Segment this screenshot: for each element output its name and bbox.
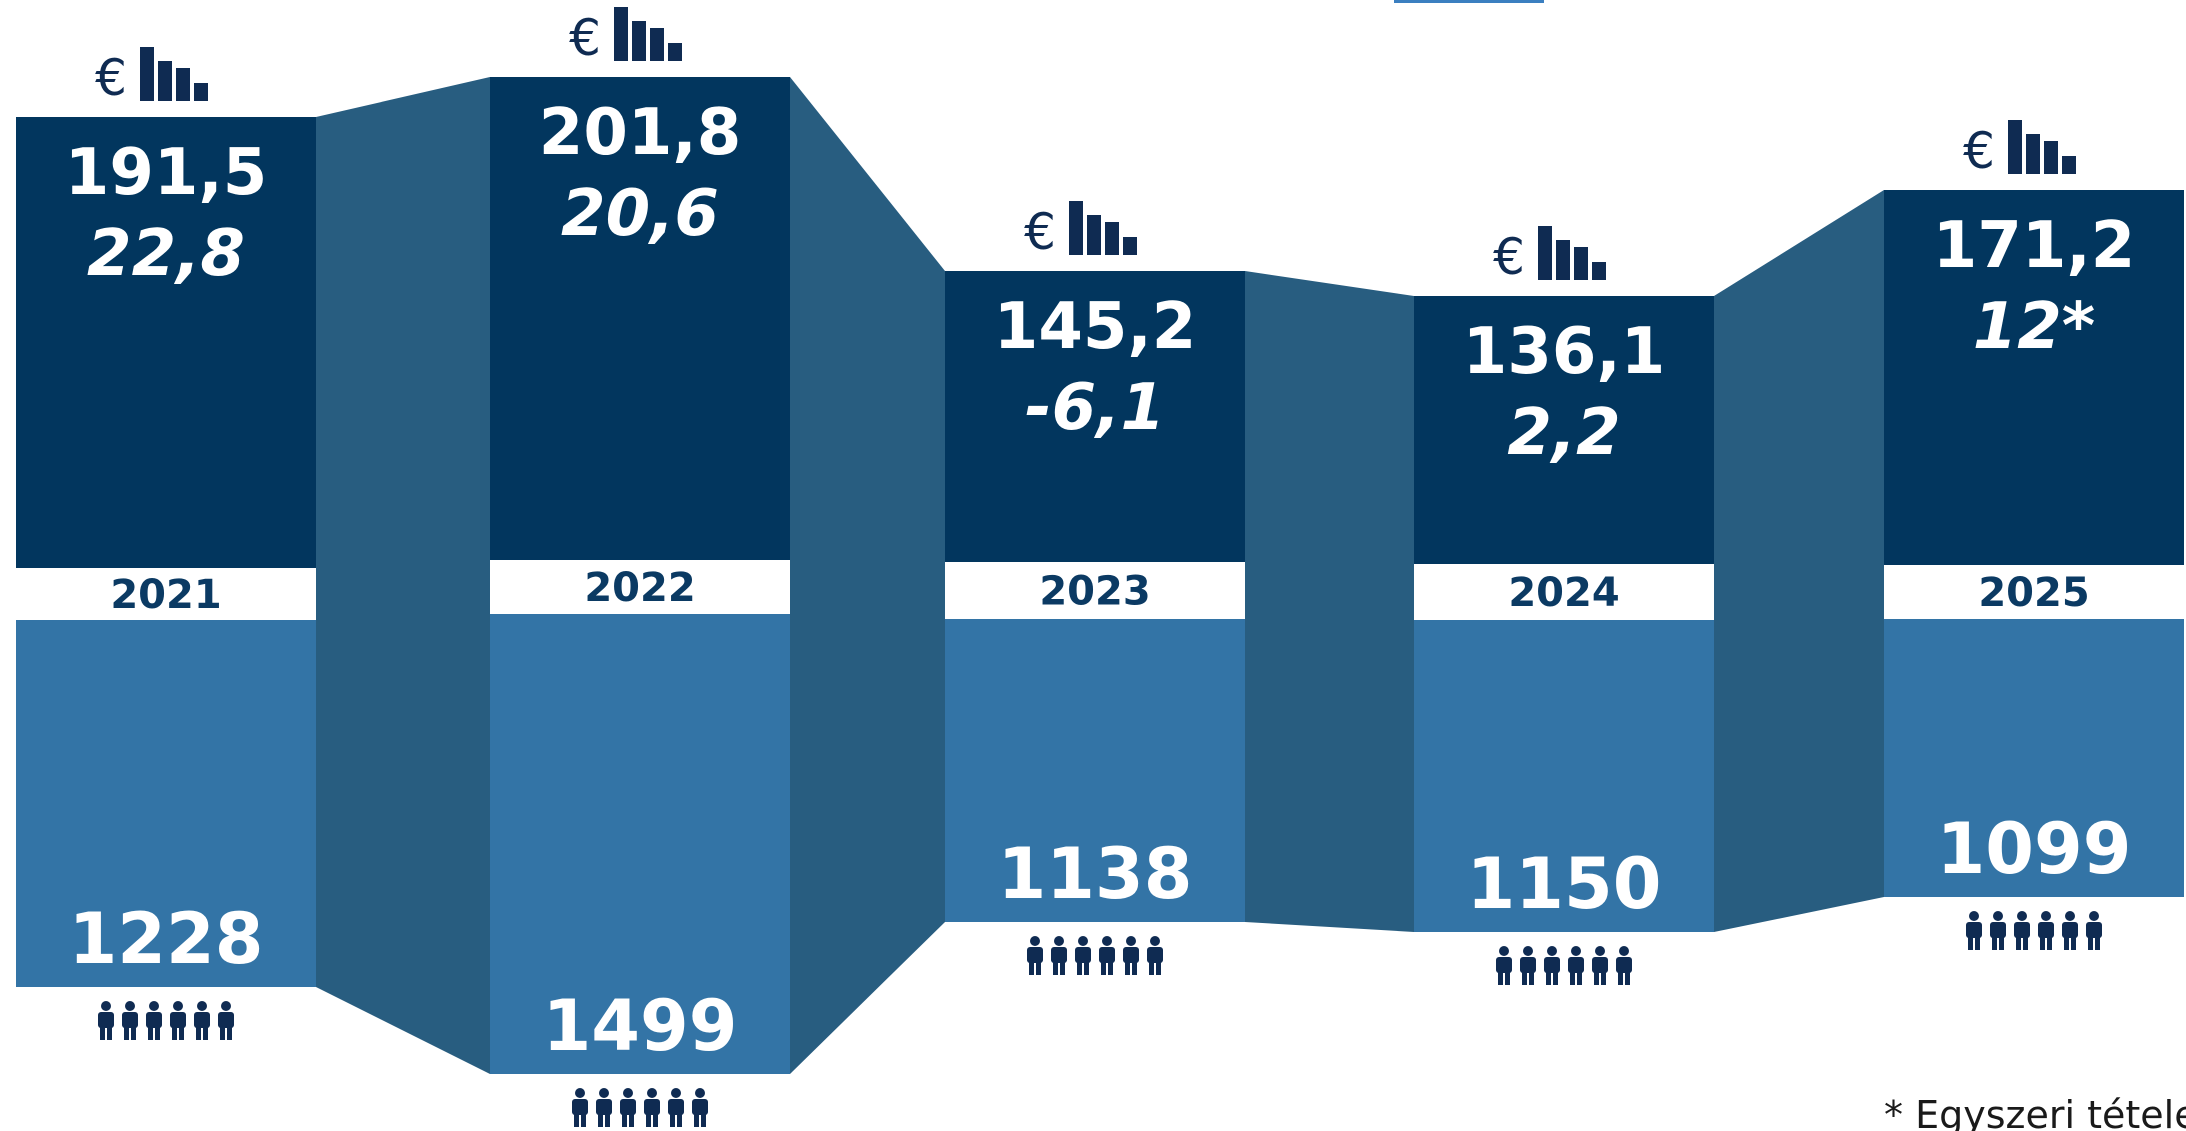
svg-text:€: €: [1493, 228, 1525, 286]
profit-value: -6,1: [1025, 371, 1165, 445]
people-group-icon: [1027, 936, 1163, 975]
employee-value: 1138: [998, 833, 1193, 915]
profit-value: 20,6: [561, 177, 719, 251]
employee-box: [1414, 620, 1714, 932]
employee-box: [16, 620, 316, 987]
svg-text:€: €: [95, 49, 127, 107]
connector-band: [1714, 190, 1884, 932]
people-group-icon: [1496, 946, 1632, 985]
connectors: [316, 77, 1884, 1074]
employee-box: [490, 614, 790, 1074]
revenue-value: 171,2: [1933, 209, 2135, 283]
employee-box: [1884, 619, 2184, 897]
revenue-value: 136,1: [1463, 315, 1665, 389]
people-group-icon: [572, 1088, 708, 1127]
year-label: 2024: [1508, 570, 1619, 616]
year-column: €201,820,6 2022 1499: [490, 7, 790, 1127]
revenue-box: [16, 117, 316, 568]
connector-band: [790, 77, 945, 1074]
year-label: 2025: [1978, 570, 2089, 616]
revenue-value: 201,8: [539, 96, 741, 170]
employee-value: 1099: [1937, 808, 2132, 890]
profit-value: 12*: [1973, 290, 2096, 364]
euro-bar-chart-icon: €: [95, 47, 208, 107]
profit-value: 2,2: [1507, 396, 1620, 470]
employee-value: 1499: [543, 985, 738, 1067]
footnote: * Egyszeri tételekkel: [1884, 1093, 2186, 1131]
connector-band: [316, 77, 490, 1074]
people-group-icon: [98, 1001, 234, 1040]
revenue-box: [490, 77, 790, 560]
revenue-box: [1884, 190, 2184, 565]
year-label: 2023: [1039, 569, 1150, 615]
year-column: €136,12,2 2024 1150: [1414, 226, 1714, 985]
people-group-icon: [1966, 911, 2102, 950]
year-column: €191,522,8 2021 1228: [16, 47, 316, 1040]
year-column: €171,212* 2025 1099: [1884, 120, 2184, 950]
year-column: €145,2-6,1 2023 1138: [945, 201, 1245, 975]
euro-bar-chart-icon: €: [569, 7, 682, 67]
employee-value: 1228: [69, 898, 264, 980]
svg-text:€: €: [1963, 122, 1995, 180]
euro-bar-chart-icon: €: [1963, 120, 2076, 180]
connector-band: [1245, 271, 1414, 932]
employee-box: [945, 619, 1245, 922]
revenue-value: 191,5: [65, 136, 267, 210]
euro-bar-chart-icon: €: [1024, 201, 1137, 261]
revenue-box: [1414, 296, 1714, 564]
accent-line: [1394, 0, 1544, 3]
euro-bar-chart-icon: €: [1493, 226, 1606, 286]
svg-text:€: €: [569, 9, 601, 67]
year-columns: €191,522,8 2021 1228 €201,820,6 2022 1499 €145…: [16, 7, 2184, 1127]
revenue-value: 145,2: [994, 290, 1196, 364]
year-label: 2021: [110, 572, 221, 618]
svg-text:€: €: [1024, 203, 1056, 261]
employee-value: 1150: [1467, 843, 1662, 925]
revenue-box: [945, 271, 1245, 562]
profit-value: 22,8: [87, 217, 245, 291]
year-label: 2022: [584, 565, 695, 611]
